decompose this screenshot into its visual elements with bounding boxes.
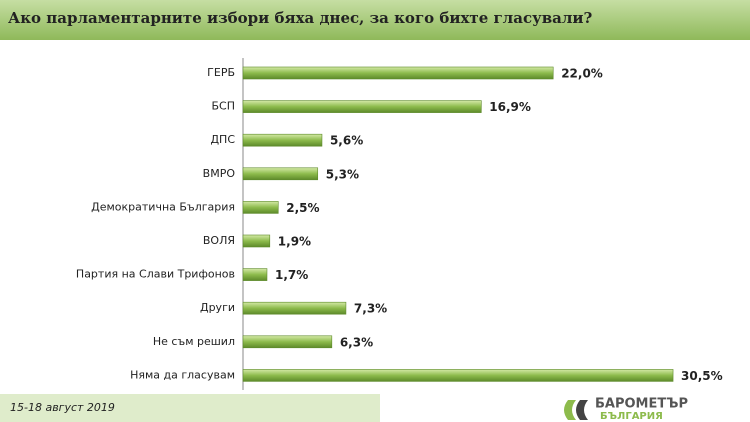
bar [242,167,319,181]
category-label: Партия на Слави Трифонов [76,268,235,281]
logo-mark [576,400,588,420]
value-label: 1,9% [278,235,311,249]
footer-date: 15-18 август 2019 [10,401,115,414]
bar [242,301,347,315]
bar [242,234,271,248]
bar [242,100,482,113]
value-label: 5,6% [330,134,363,148]
bar [242,201,279,214]
category-label: Други [200,301,235,314]
bar [242,268,268,281]
category-label: Няма да гласувам [130,368,235,381]
value-label: 16,9% [489,100,531,114]
category-label: ВОЛЯ [203,234,235,247]
logo: БАРОМЕТЪР БЪЛГАРИЯ [564,397,688,422]
value-label: 7,3% [354,302,387,316]
bar [242,369,674,382]
value-label: 1,7% [275,268,308,282]
logo-text: БАРОМЕТЪР [595,397,688,412]
category-label: ВМРО [203,167,236,180]
value-label: 22,0% [561,67,603,81]
category-label: ГЕРБ [207,66,235,79]
header-band [0,0,750,40]
category-label: ДПС [210,133,235,146]
category-label: Не съм решил [153,335,235,348]
bar [242,133,323,147]
category-label: Демократична България [91,200,235,213]
value-label: 5,3% [326,167,359,181]
value-label: 2,5% [286,201,319,215]
footer-band [0,394,380,422]
logo-text: БЪЛГАРИЯ [600,411,663,422]
value-label: 6,3% [340,335,373,349]
bar [242,66,554,80]
value-label: 30,5% [681,369,723,383]
category-label: БСП [212,100,236,113]
logo-mark [564,400,576,420]
chart-title: Ако парламентарните избори бяха днес, за… [8,9,593,27]
bar [242,335,333,349]
